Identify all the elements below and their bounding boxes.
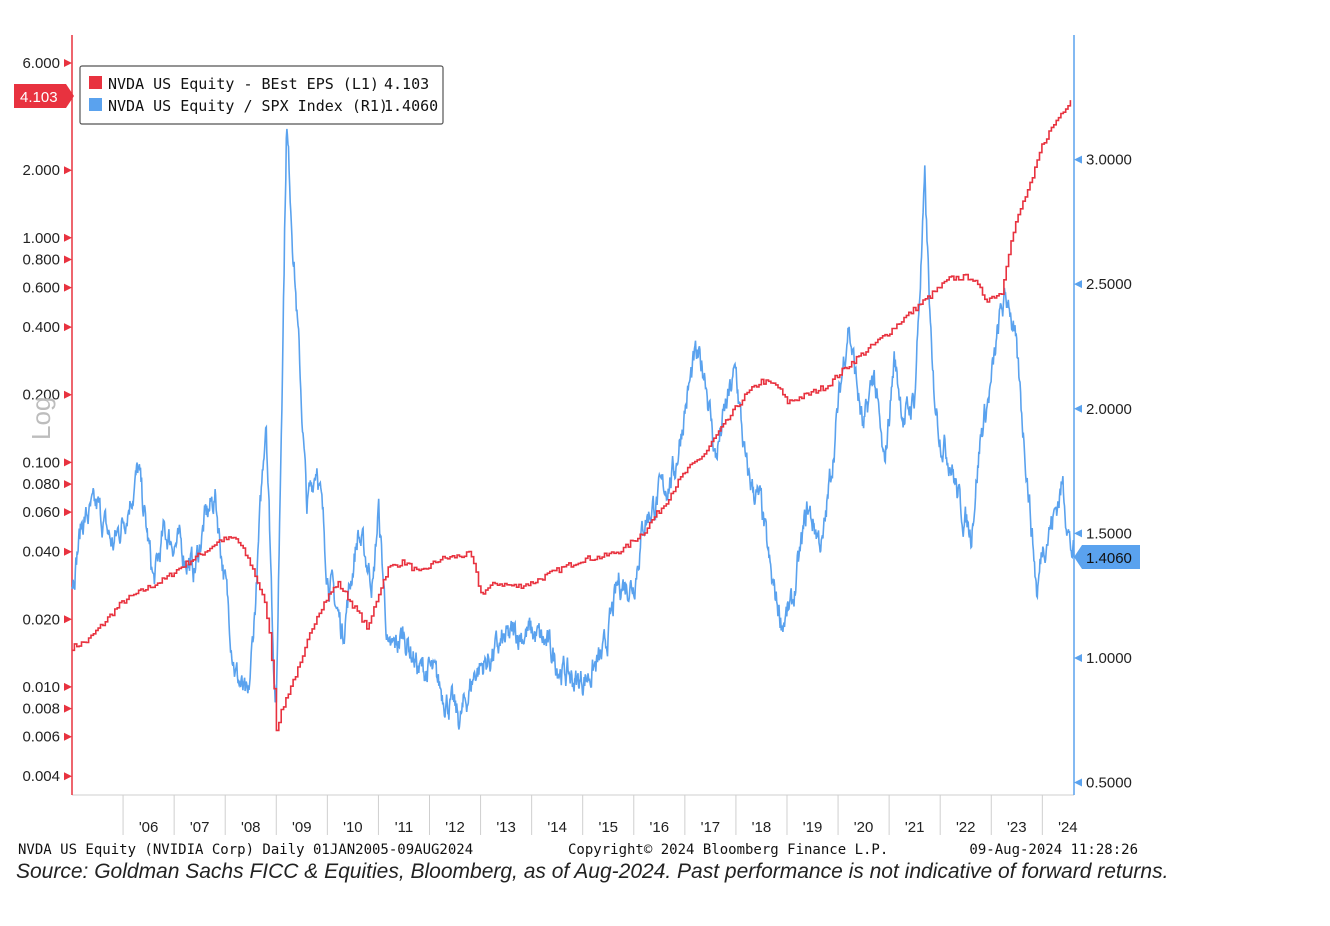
left-tick-label: 0.600 bbox=[22, 280, 60, 297]
left-tick-mark bbox=[64, 682, 72, 691]
left-tick-label: 0.080 bbox=[22, 476, 60, 493]
nvda-chart: 6.000 2.000 1.000 0.800 0.600 0.400 0.200 0.100… bbox=[14, 35, 1140, 858]
x-tick-label: '21 bbox=[905, 819, 925, 836]
left-tick-label: 0.100 bbox=[22, 454, 60, 471]
legend-value-eps: 4.103 bbox=[384, 75, 429, 93]
left-tick-mark bbox=[64, 233, 72, 242]
left-tick-mark bbox=[64, 704, 72, 713]
right-tick-mark bbox=[1074, 529, 1082, 538]
x-tick-label: '16 bbox=[650, 819, 670, 836]
x-tick-label: '24 bbox=[1058, 819, 1078, 836]
x-tick-label: '20 bbox=[854, 819, 874, 836]
footer-right: 09-Aug-2024 11:28:26 bbox=[969, 842, 1138, 858]
left-tick-label: 0.008 bbox=[22, 701, 60, 718]
x-tick-label: '19 bbox=[803, 819, 823, 836]
x-tick-label: '23 bbox=[1007, 819, 1027, 836]
right-tick-mark bbox=[1074, 778, 1082, 787]
left-tick-label: 0.010 bbox=[22, 679, 60, 696]
right-tick-mark bbox=[1074, 653, 1082, 662]
left-tick-mark bbox=[64, 480, 72, 489]
left-axis-ticks: 6.000 2.000 1.000 0.800 0.600 0.400 0.200 0.100… bbox=[22, 55, 72, 785]
x-tick-label: '15 bbox=[598, 819, 618, 836]
right-tick-label: 1.0000 bbox=[1086, 650, 1132, 667]
left-tick-label: 0.006 bbox=[22, 729, 60, 746]
left-tick-label: 0.400 bbox=[22, 319, 60, 336]
left-tick-mark bbox=[64, 547, 72, 556]
x-axis-ticks: '06 '07 '08 '09 '10 '11 '12 '13 '14 '15 '16 '17 '18 '… bbox=[122, 795, 1078, 836]
left-tick-mark bbox=[64, 772, 72, 781]
x-tick-label: '08 bbox=[241, 819, 261, 836]
series-line-ratio bbox=[71, 128, 1075, 730]
left-tick-mark bbox=[64, 732, 72, 741]
left-tick-label: 2.000 bbox=[22, 162, 60, 179]
legend-swatch-ratio bbox=[89, 98, 102, 111]
legend-value-ratio: 1.4060 bbox=[384, 97, 438, 115]
left-last-value-badge: 4.103 bbox=[14, 84, 74, 108]
left-tick-label: 0.200 bbox=[22, 387, 60, 404]
footer-center: Copyright© 2024 Bloomberg Finance L.P. bbox=[568, 842, 888, 858]
right-tick-mark bbox=[1074, 155, 1082, 164]
x-tick-label: '17 bbox=[701, 819, 721, 836]
left-tick-label: 0.020 bbox=[22, 611, 60, 628]
left-tick-mark bbox=[64, 615, 72, 624]
x-tick-label: '13 bbox=[496, 819, 516, 836]
x-tick-label: '12 bbox=[445, 819, 465, 836]
right-tick-mark bbox=[1074, 404, 1082, 413]
left-tick-label: 1.000 bbox=[22, 230, 60, 247]
left-tick-label: 0.040 bbox=[22, 544, 60, 561]
left-tick-mark bbox=[64, 59, 72, 68]
left-tick-mark bbox=[64, 458, 72, 467]
right-tick-mark bbox=[1074, 280, 1082, 289]
left-tick-label: 0.060 bbox=[22, 504, 60, 521]
x-tick-label: '14 bbox=[547, 819, 567, 836]
right-tick-label: 3.0000 bbox=[1086, 152, 1132, 169]
x-tick-label: '11 bbox=[395, 819, 413, 836]
left-tick-mark bbox=[64, 323, 72, 332]
left-tick-label: 0.800 bbox=[22, 252, 60, 269]
right-last-value-badge: 1.4060 bbox=[1074, 545, 1140, 569]
x-tick-label: '18 bbox=[752, 819, 772, 836]
left-tick-mark bbox=[64, 508, 72, 517]
x-tick-label: '10 bbox=[343, 819, 363, 836]
left-tick-label: 0.004 bbox=[22, 768, 60, 785]
left-tick-mark bbox=[64, 166, 72, 175]
left-tick-mark bbox=[64, 390, 72, 399]
legend: NVDA US Equity - BEst EPS (L1) 4.103 NVD… bbox=[79, 65, 444, 125]
legend-label-ratio: NVDA US Equity / SPX Index (R1) bbox=[108, 97, 388, 115]
right-tick-label: 1.5000 bbox=[1086, 525, 1132, 542]
x-tick-label: '06 bbox=[139, 819, 159, 836]
left-axis-label: Log bbox=[26, 397, 56, 440]
footer-left: NVDA US Equity (NVIDIA Corp) Daily 01JAN… bbox=[18, 842, 473, 858]
left-tick-mark bbox=[64, 255, 72, 264]
x-tick-label: '07 bbox=[190, 819, 210, 836]
left-tick-label: 6.000 bbox=[22, 55, 60, 72]
right-tick-label: 2.5000 bbox=[1086, 276, 1132, 293]
right-tick-label: 2.0000 bbox=[1086, 401, 1132, 418]
svg-text:1.4060: 1.4060 bbox=[1086, 550, 1132, 567]
svg-text:4.103: 4.103 bbox=[20, 89, 58, 106]
right-axis-ticks: 3.0000 2.5000 2.0000 1.5000 1.0000 0.5000 bbox=[1074, 152, 1132, 792]
right-tick-label: 0.5000 bbox=[1086, 775, 1132, 792]
source-note: Source: Goldman Sachs FICC & Equities, B… bbox=[16, 860, 1169, 883]
series-line-eps bbox=[72, 100, 1072, 732]
legend-label-eps: NVDA US Equity - BEst EPS (L1) bbox=[108, 75, 379, 93]
x-tick-label: '09 bbox=[292, 819, 312, 836]
legend-swatch-eps bbox=[89, 76, 102, 89]
left-tick-mark bbox=[64, 283, 72, 292]
x-tick-label: '22 bbox=[956, 819, 976, 836]
